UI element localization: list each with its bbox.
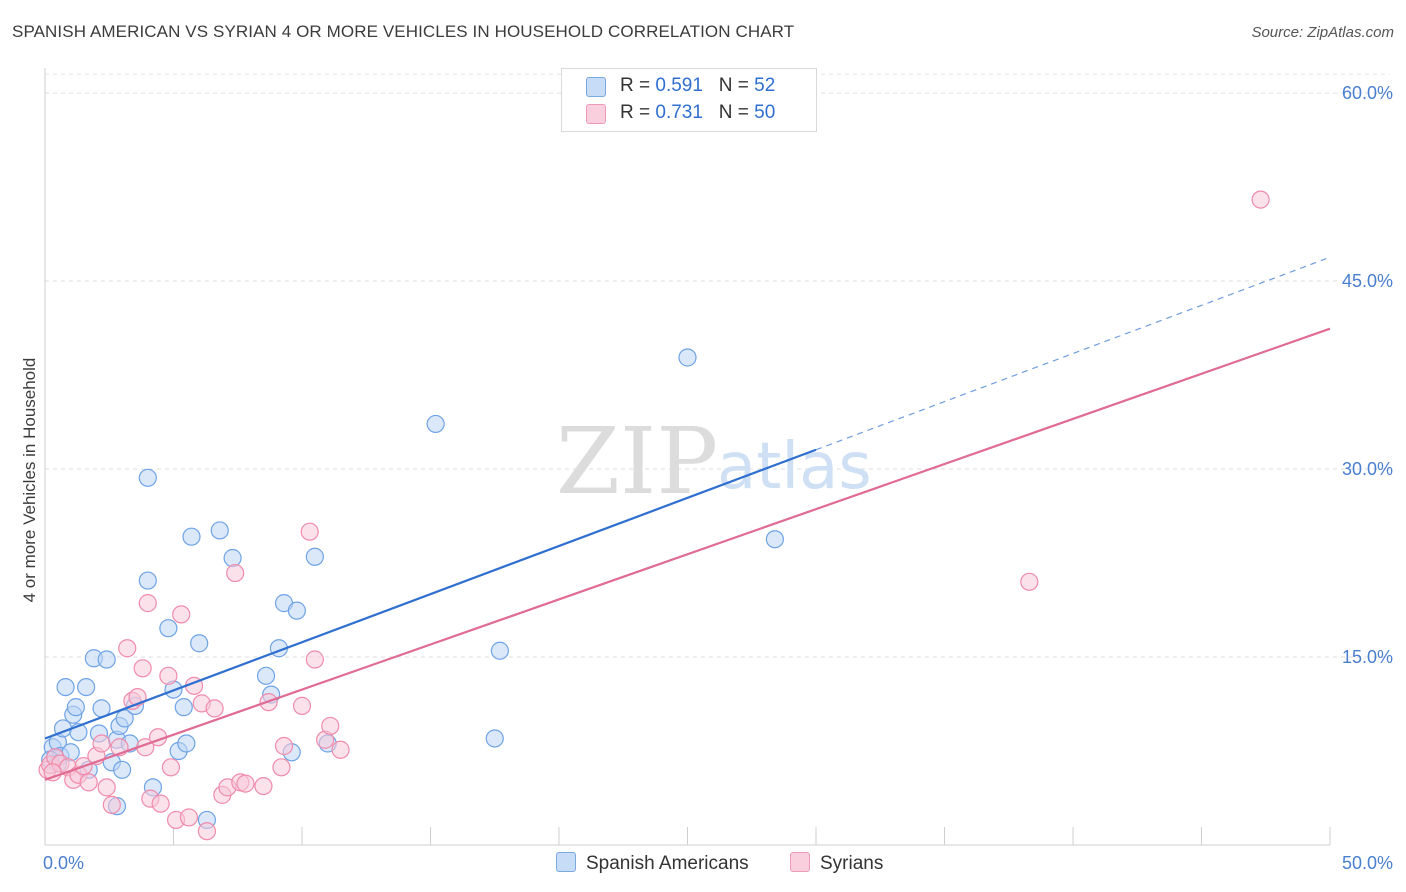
data-point xyxy=(138,571,157,590)
data-point xyxy=(77,677,96,697)
legend-n-label: N = xyxy=(718,102,755,123)
data-point xyxy=(272,758,291,777)
data-point xyxy=(159,666,178,685)
legend-n-value: 52 xyxy=(754,75,776,96)
trend-line-syrians xyxy=(44,327,1331,781)
legend-r-value: 0.731 xyxy=(655,102,703,123)
data-point xyxy=(765,530,784,549)
data-point xyxy=(678,348,697,367)
bottom-legend-label: Spanish Americans xyxy=(586,853,749,874)
trend-lines xyxy=(44,256,1331,781)
legend-stats: R = 0.591 N = 52 xyxy=(620,75,775,97)
watermark-atlas: atlas xyxy=(717,430,872,504)
source-credit: Source: ZipAtlas.com xyxy=(1251,24,1394,41)
legend-stats: R = 0.731 N = 50 xyxy=(620,102,775,124)
data-point xyxy=(1020,572,1039,591)
y-tick-label: 60.0% xyxy=(1342,83,1393,103)
chart-title: SPANISH AMERICAN VS SYRIAN 4 OR MORE VEH… xyxy=(12,22,795,41)
trend-line-spanish-americans-projection xyxy=(815,256,1331,451)
data-point xyxy=(97,778,116,797)
data-point xyxy=(300,522,319,541)
data-point xyxy=(138,468,157,487)
data-point xyxy=(197,822,217,841)
bottom-legend-swatch xyxy=(556,852,576,872)
trend-line-spanish-americans xyxy=(44,448,817,740)
data-point xyxy=(179,808,199,827)
data-point xyxy=(210,521,229,540)
points-syrians xyxy=(38,190,1270,841)
data-point xyxy=(138,594,157,613)
data-point xyxy=(485,729,504,748)
data-point xyxy=(133,659,152,678)
data-point xyxy=(177,734,196,753)
watermark-zip: ZIP xyxy=(556,408,718,515)
data-point xyxy=(1251,190,1270,209)
data-point xyxy=(226,563,245,583)
data-point xyxy=(102,795,121,814)
bottom-legend-swatch xyxy=(790,852,810,872)
legend-swatch-syrians xyxy=(586,104,606,124)
y-axis-label: 4 or more Vehicles in Household xyxy=(20,357,39,603)
data-point xyxy=(426,414,445,434)
data-point xyxy=(66,698,85,717)
y-tick-label: 45.0% xyxy=(1342,271,1393,291)
y-axis-label-wrap: 4 or more Vehicles in Household xyxy=(18,260,42,700)
data-point xyxy=(159,619,178,638)
data-point xyxy=(305,650,324,669)
data-point xyxy=(112,760,132,779)
data-point xyxy=(56,677,75,697)
bottom-legend-label: Syrians xyxy=(820,853,884,874)
data-point xyxy=(190,634,209,653)
data-point xyxy=(115,709,134,728)
legend-n-value: 50 xyxy=(754,102,776,123)
bottom-legend-syrians: Syrians xyxy=(790,852,883,875)
data-point xyxy=(287,601,306,620)
data-point xyxy=(236,774,255,793)
data-point xyxy=(92,734,111,753)
data-point xyxy=(274,736,294,756)
data-point xyxy=(305,547,324,566)
bottom-legend-spanish-americans: Spanish Americans xyxy=(556,852,749,875)
y-tick-label: 30.0% xyxy=(1342,459,1393,479)
data-point xyxy=(321,716,340,736)
data-point xyxy=(490,641,509,660)
data-point xyxy=(182,527,201,546)
data-point xyxy=(172,605,191,624)
legend-swatch-spanish-americans xyxy=(586,77,606,97)
tick-labels: 15.0% 30.0% 45.0% 60.0% 0.0% 50.0% xyxy=(43,83,1393,873)
x-tick-label-start: 0.0% xyxy=(43,853,84,873)
points-spanish-americans xyxy=(41,348,784,830)
grid-lines xyxy=(45,73,1390,658)
data-point xyxy=(223,548,242,568)
data-point xyxy=(97,650,116,669)
data-point xyxy=(161,758,181,777)
data-point xyxy=(292,696,312,715)
legend-r-label: R = xyxy=(620,75,656,96)
data-point xyxy=(118,639,137,658)
data-point xyxy=(256,666,276,685)
legend-n-label: N = xyxy=(718,75,755,96)
legend-r-label: R = xyxy=(620,102,656,123)
data-point xyxy=(79,773,98,792)
y-tick-label: 15.0% xyxy=(1342,647,1393,667)
data-point xyxy=(151,794,170,813)
correlation-legend: R = 0.591 N = 52 R = 0.731 N = 50 xyxy=(561,68,817,132)
watermark: ZIP atlas xyxy=(556,408,872,515)
data-point xyxy=(205,699,224,718)
axes xyxy=(44,68,1331,846)
legend-r-value: 0.591 xyxy=(655,75,703,96)
data-point xyxy=(331,740,350,759)
data-point xyxy=(174,698,193,717)
x-tick-label-end: 50.0% xyxy=(1342,853,1393,873)
data-point xyxy=(254,776,273,796)
